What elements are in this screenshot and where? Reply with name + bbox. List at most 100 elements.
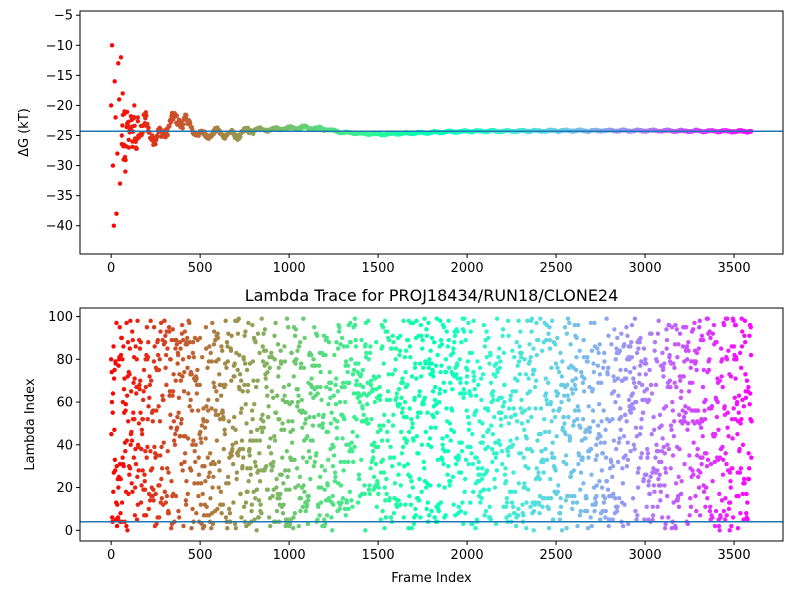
lambda-point <box>577 487 583 492</box>
delta-g-y-ticks: −40−35−30−25−20−15−10−5 <box>46 9 80 234</box>
lambda-point <box>509 489 515 495</box>
lambda-point <box>357 399 362 405</box>
lambda-point <box>602 496 608 501</box>
lambda-point <box>666 446 672 452</box>
lambda-point <box>118 511 123 516</box>
lambda-point <box>716 523 722 529</box>
lambda-point <box>458 508 464 514</box>
lambda-point <box>124 393 130 398</box>
lambda-point <box>479 397 484 403</box>
lambda-point <box>224 340 230 345</box>
lambda-point <box>403 369 408 375</box>
lambda-point <box>177 515 182 520</box>
lambda-point <box>497 346 502 351</box>
lambda-point <box>153 491 158 497</box>
lambda-point <box>390 463 395 469</box>
lambda-point <box>254 427 260 433</box>
lambda-point <box>255 378 260 383</box>
lambda-point <box>368 344 373 349</box>
lambda-point <box>192 481 197 486</box>
lambda-point <box>391 340 396 345</box>
lambda-point <box>201 419 206 424</box>
lambda-point <box>403 348 409 353</box>
lambda-point <box>232 414 237 420</box>
lambda-point <box>494 316 500 321</box>
lambda-point <box>481 434 486 439</box>
lambda-point <box>478 376 484 381</box>
lambda-point <box>577 513 583 518</box>
lambda-point <box>382 485 387 490</box>
lambda-point <box>721 508 727 514</box>
lambda-point <box>701 367 707 373</box>
lambda-point <box>611 491 616 497</box>
lambda-point <box>163 365 168 371</box>
delta-g-point <box>115 151 120 156</box>
lambda-point <box>275 342 281 347</box>
lambda-point <box>384 429 390 435</box>
lambda-point <box>529 316 535 321</box>
lambda-point <box>175 414 180 420</box>
lambda-point <box>380 325 386 330</box>
y-tick-label: −5 <box>54 9 73 24</box>
lambda-point <box>361 412 366 418</box>
lambda-point <box>577 348 582 353</box>
lambda-point <box>419 442 425 448</box>
lambda-point <box>330 463 336 469</box>
lambda-point <box>531 508 537 514</box>
lambda-point <box>127 472 132 477</box>
lambda-point <box>594 442 599 448</box>
lambda-point <box>233 427 238 433</box>
lambda-point <box>634 517 639 522</box>
lambda-point <box>514 419 520 424</box>
lambda-point <box>347 489 353 495</box>
lambda-point <box>212 461 217 467</box>
lambda-point <box>668 423 674 428</box>
lambda-point <box>198 481 204 486</box>
lambda-point <box>643 361 649 366</box>
lambda-point <box>503 466 508 471</box>
lambda-point <box>236 316 241 321</box>
lambda-point <box>286 382 292 388</box>
lambda-point <box>471 369 476 375</box>
lambda-point <box>723 451 728 456</box>
lambda-point <box>181 523 186 529</box>
lambda-point <box>696 346 701 351</box>
lambda-point <box>555 489 560 495</box>
lambda-point <box>737 350 743 356</box>
lambda-point <box>121 344 126 349</box>
lambda-point <box>207 344 212 349</box>
lambda-y-axis-label: Lambda Index <box>23 378 38 471</box>
lambda-point <box>690 468 695 473</box>
lambda-point <box>517 372 523 377</box>
lambda-point <box>131 380 136 386</box>
lambda-point <box>273 320 278 326</box>
lambda-point <box>654 359 660 364</box>
lambda-point <box>595 363 601 368</box>
lambda-point <box>556 369 562 375</box>
lambda-point <box>358 372 364 377</box>
lambda-point <box>454 361 460 366</box>
lambda-point <box>114 463 119 469</box>
lambda-point <box>376 374 382 379</box>
lambda-point <box>261 331 266 336</box>
lambda-point <box>183 498 189 503</box>
lambda-point <box>243 500 249 505</box>
lambda-point <box>445 344 450 349</box>
lambda-point <box>547 346 553 351</box>
lambda-point <box>578 508 583 514</box>
lambda-point <box>474 408 479 413</box>
lambda-point <box>179 461 184 467</box>
lambda-point <box>111 489 116 495</box>
lambda-point <box>618 414 624 420</box>
lambda-point <box>218 393 224 398</box>
lambda-point <box>441 325 447 330</box>
lambda-point <box>233 525 239 531</box>
lambda-point <box>435 352 440 358</box>
lambda-point <box>552 455 557 460</box>
lambda-point <box>387 496 392 501</box>
lambda-point <box>524 525 529 531</box>
lambda-point <box>282 393 287 398</box>
lambda-point <box>576 408 582 413</box>
lambda-point <box>230 442 235 448</box>
lambda-point <box>337 506 342 512</box>
